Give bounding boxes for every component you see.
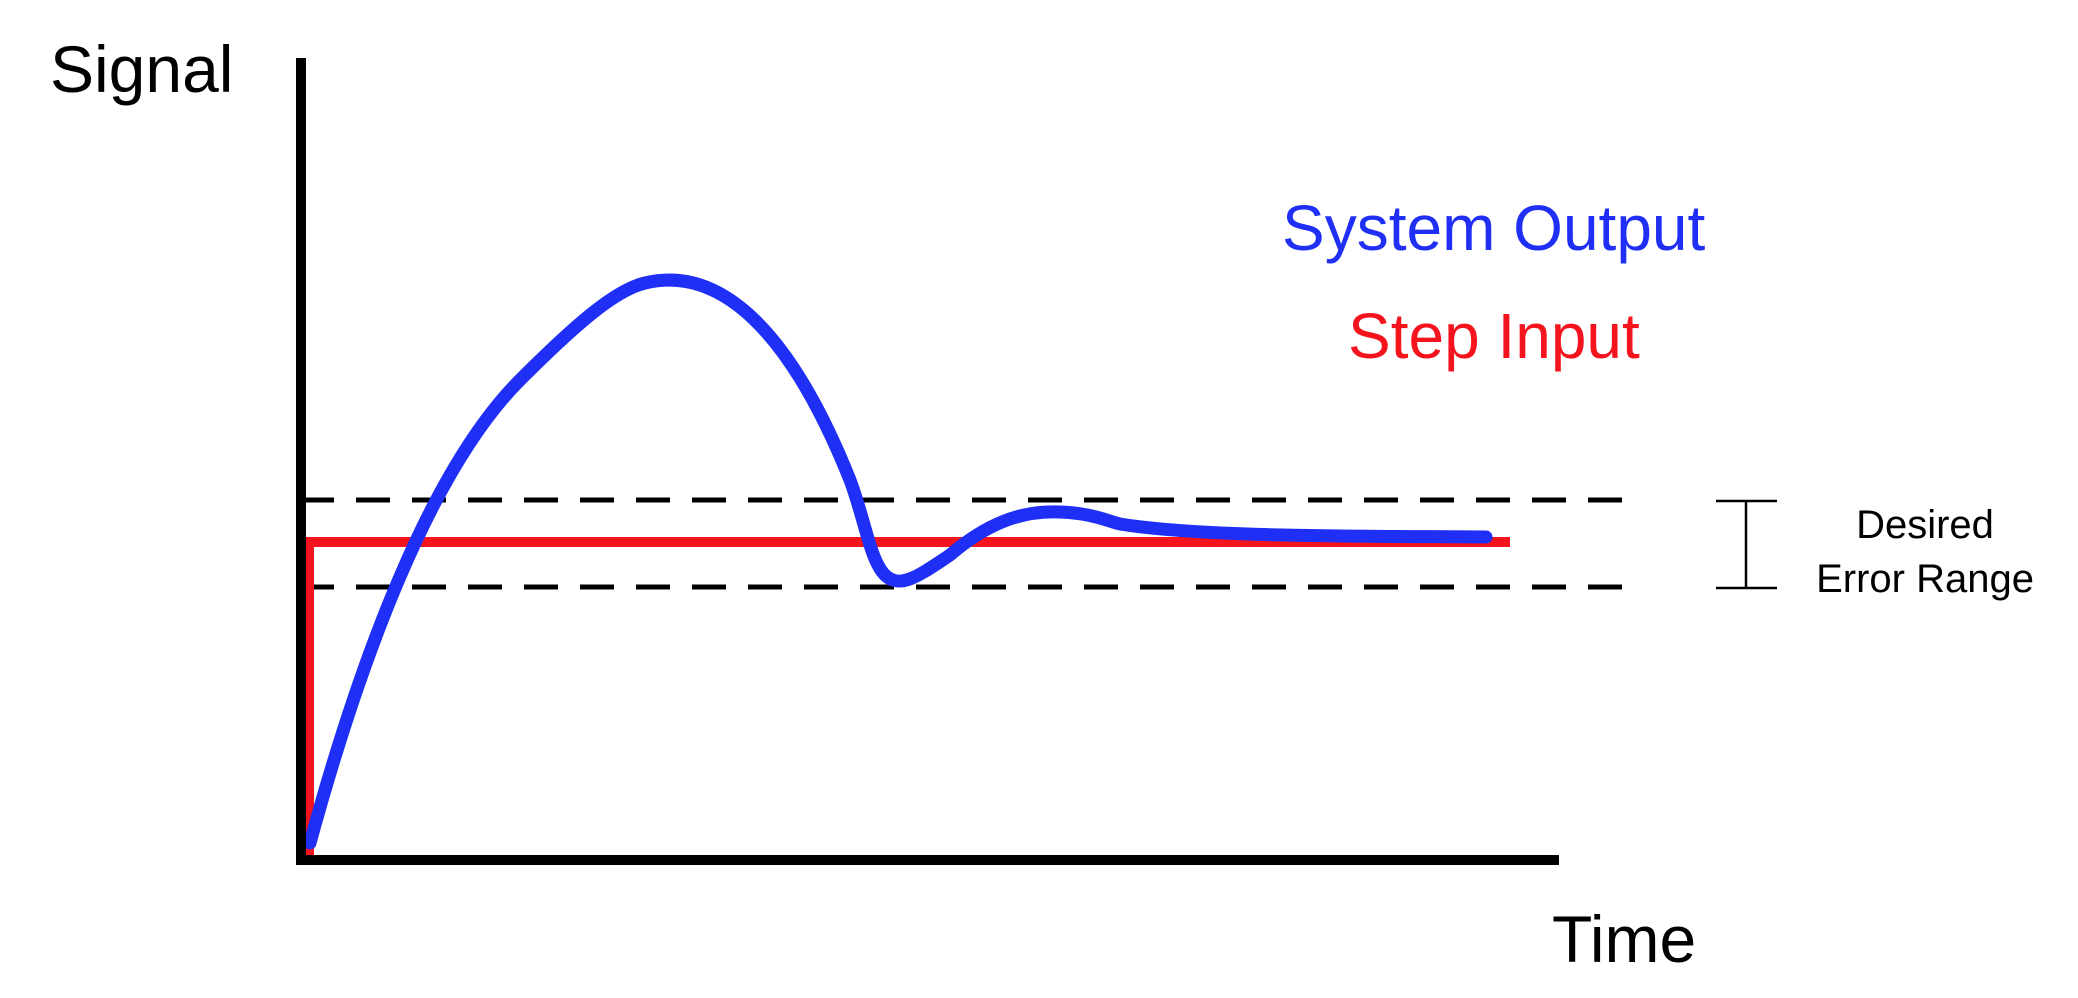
x-axis-label: Time	[1552, 902, 1696, 976]
error-range-label-line2: Error Range	[1816, 557, 2034, 601]
error-range-label-line1: Desired	[1856, 503, 1994, 547]
system-output-label: System Output	[1282, 192, 1706, 264]
y-axis-label: Signal	[50, 32, 233, 106]
system-output-curve	[303, 273, 1493, 850]
error-range-bracket	[1716, 499, 1777, 590]
step-input-label: Step Input	[1348, 300, 1640, 372]
step-input-line	[304, 537, 1510, 857]
